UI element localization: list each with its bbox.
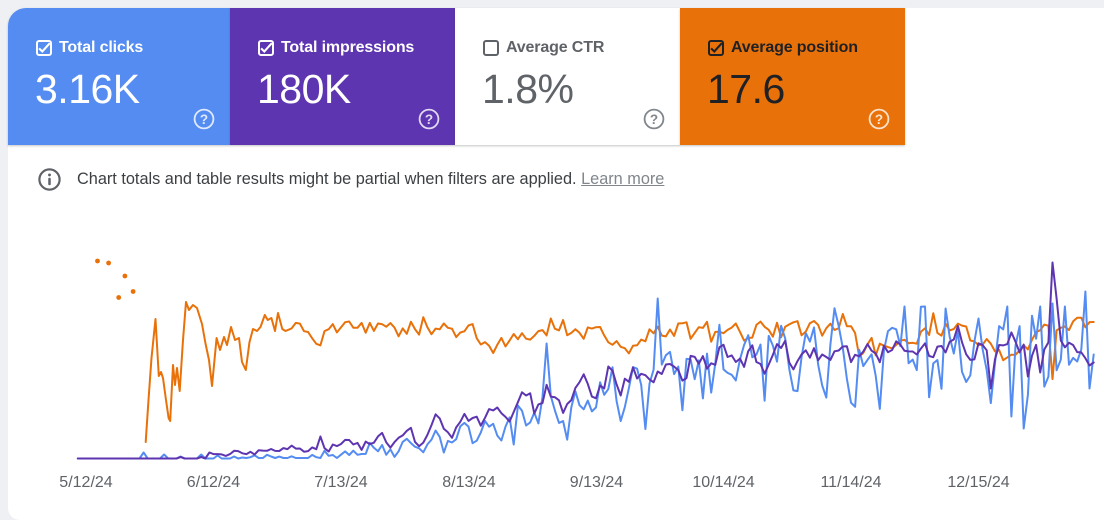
svg-text:?: ? bbox=[650, 112, 658, 127]
svg-text:?: ? bbox=[200, 112, 208, 127]
svg-text:?: ? bbox=[875, 112, 883, 127]
svg-text:?: ? bbox=[425, 112, 433, 127]
